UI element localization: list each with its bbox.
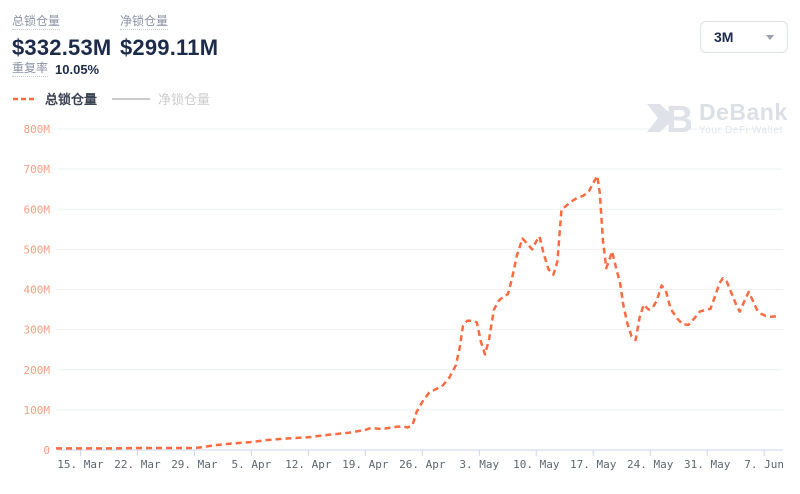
x-axis-label: 29. Mar <box>171 458 218 471</box>
stat-total-locked-label: 总锁仓量 <box>12 14 61 30</box>
x-axis-label: 12. Apr <box>285 458 332 471</box>
repeat-rate-label: 重复率 <box>12 61 49 77</box>
stat-total-locked-value: $332.53M <box>12 35 112 60</box>
x-axis-label: 19. Apr <box>342 458 389 471</box>
y-axis-label: 800M <box>24 123 51 136</box>
x-axis-label: 15. Mar <box>57 458 104 471</box>
y-axis-label: 500M <box>24 243 51 256</box>
time-range-value: 3M <box>714 29 734 45</box>
legend-item-total-locked[interactable]: 总锁仓量 <box>12 89 97 108</box>
repeat-rate-value: 10.05% <box>55 61 100 77</box>
y-axis-label: 300M <box>24 324 51 337</box>
x-axis-label: 31. May <box>684 458 731 471</box>
chart-legend: 总锁仓量 净锁仓量 <box>12 89 210 108</box>
x-axis-label: 17. May <box>570 458 617 471</box>
y-axis-label: 200M <box>24 364 51 377</box>
stat-net-locked-label: 净锁仓量 <box>120 14 169 30</box>
time-range-select[interactable]: 3M <box>700 21 788 53</box>
repeat-rate-row: 重复率 10.05% <box>12 61 99 77</box>
legend-item-net-locked[interactable]: 净锁仓量 <box>111 89 210 108</box>
x-axis-label: 26. Apr <box>399 458 446 471</box>
legend-swatch-solid-line <box>112 97 151 100</box>
stat-net-locked-value: $299.11M <box>120 35 219 60</box>
legend-swatch-dashed-line <box>13 97 37 100</box>
legend-label: 净锁仓量 <box>158 92 211 107</box>
y-axis-label: 600M <box>24 203 51 216</box>
x-axis-label: 24. May <box>627 458 674 471</box>
x-axis-label: 5. Apr <box>231 458 271 471</box>
x-axis-label: 7. Jun <box>744 458 784 471</box>
y-axis-label: 700M <box>24 163 51 176</box>
stat-net-locked: 净锁仓量 $299.11M <box>120 12 218 61</box>
stat-total-locked: 总锁仓量 $332.53M <box>12 12 111 61</box>
series-line-总锁仓量 <box>56 174 777 450</box>
y-axis-label: 400M <box>24 284 51 297</box>
y-axis-label: 0 <box>43 444 50 457</box>
x-axis-label: 22. Mar <box>114 458 161 471</box>
x-axis-label: 3. May <box>459 458 499 471</box>
legend-label: 总锁仓量 <box>45 92 98 107</box>
x-axis-label: 10. May <box>513 458 560 471</box>
y-axis-label: 100M <box>24 404 51 417</box>
chevron-down-icon <box>766 34 774 40</box>
